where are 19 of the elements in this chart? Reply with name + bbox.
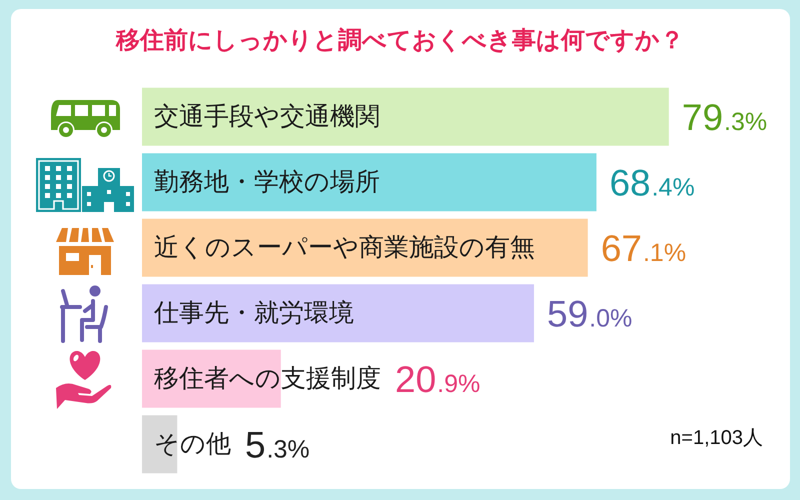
data-label: 59.0% [547, 293, 632, 334]
data-label: 67.1% [600, 228, 686, 269]
bar [142, 415, 178, 474]
y-tick-label: その他 [154, 428, 231, 458]
text: n=1,103人 [670, 426, 763, 450]
y-tick-label: 勤務地・学校の場所 [154, 166, 380, 196]
y-tick-label: 交通手段や交通機関 [154, 101, 380, 130]
data-label: 68.4% [609, 162, 695, 204]
data-label: 20.9% [395, 358, 480, 400]
y-tick-label: 仕事先・就労環境 [153, 298, 354, 327]
bar [142, 153, 596, 212]
data-label: 79.3% [682, 96, 768, 138]
bar [142, 88, 669, 146]
bar [142, 218, 588, 277]
y-tick-label: 近くのスーパーや商業施設の有無 [154, 232, 535, 262]
chart-title: 移住前にしっかりと調べておくべき事は何ですか？ [114, 25, 685, 56]
data-label: 5.3% [245, 424, 310, 466]
bar [142, 284, 534, 342]
y-tick-label: 移住者への支援制度 [154, 363, 381, 392]
